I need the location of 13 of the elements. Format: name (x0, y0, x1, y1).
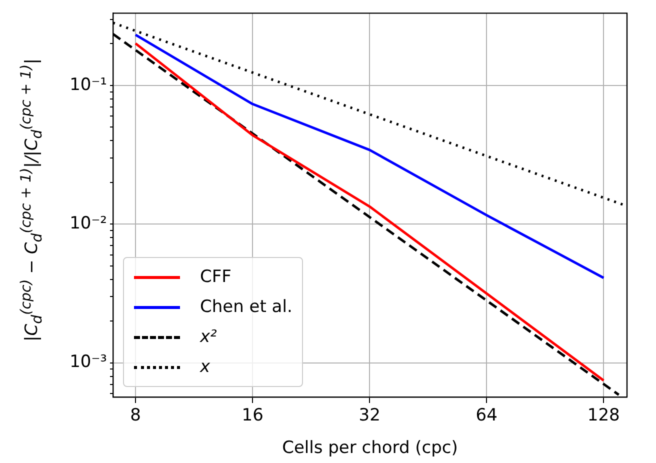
x-tick-label: 16 (242, 406, 264, 426)
x-tick-label: 128 (587, 406, 620, 426)
x-tick-label: 64 (476, 406, 498, 426)
legend-label: x² (200, 327, 217, 347)
y-tick-label: 10⁻² (70, 214, 107, 234)
x-axis-title: Cells per chord (cpc) (282, 438, 458, 458)
x-tick-label: 32 (358, 406, 380, 426)
legend-label: x (200, 357, 210, 377)
legend-label: CFF (200, 267, 232, 287)
legend-label: Chen et al. (200, 297, 292, 317)
y-tick-label: 10⁻³ (70, 352, 107, 372)
x-tick-label: 8 (130, 406, 141, 426)
y-tick-label: 10⁻¹ (70, 74, 107, 95)
